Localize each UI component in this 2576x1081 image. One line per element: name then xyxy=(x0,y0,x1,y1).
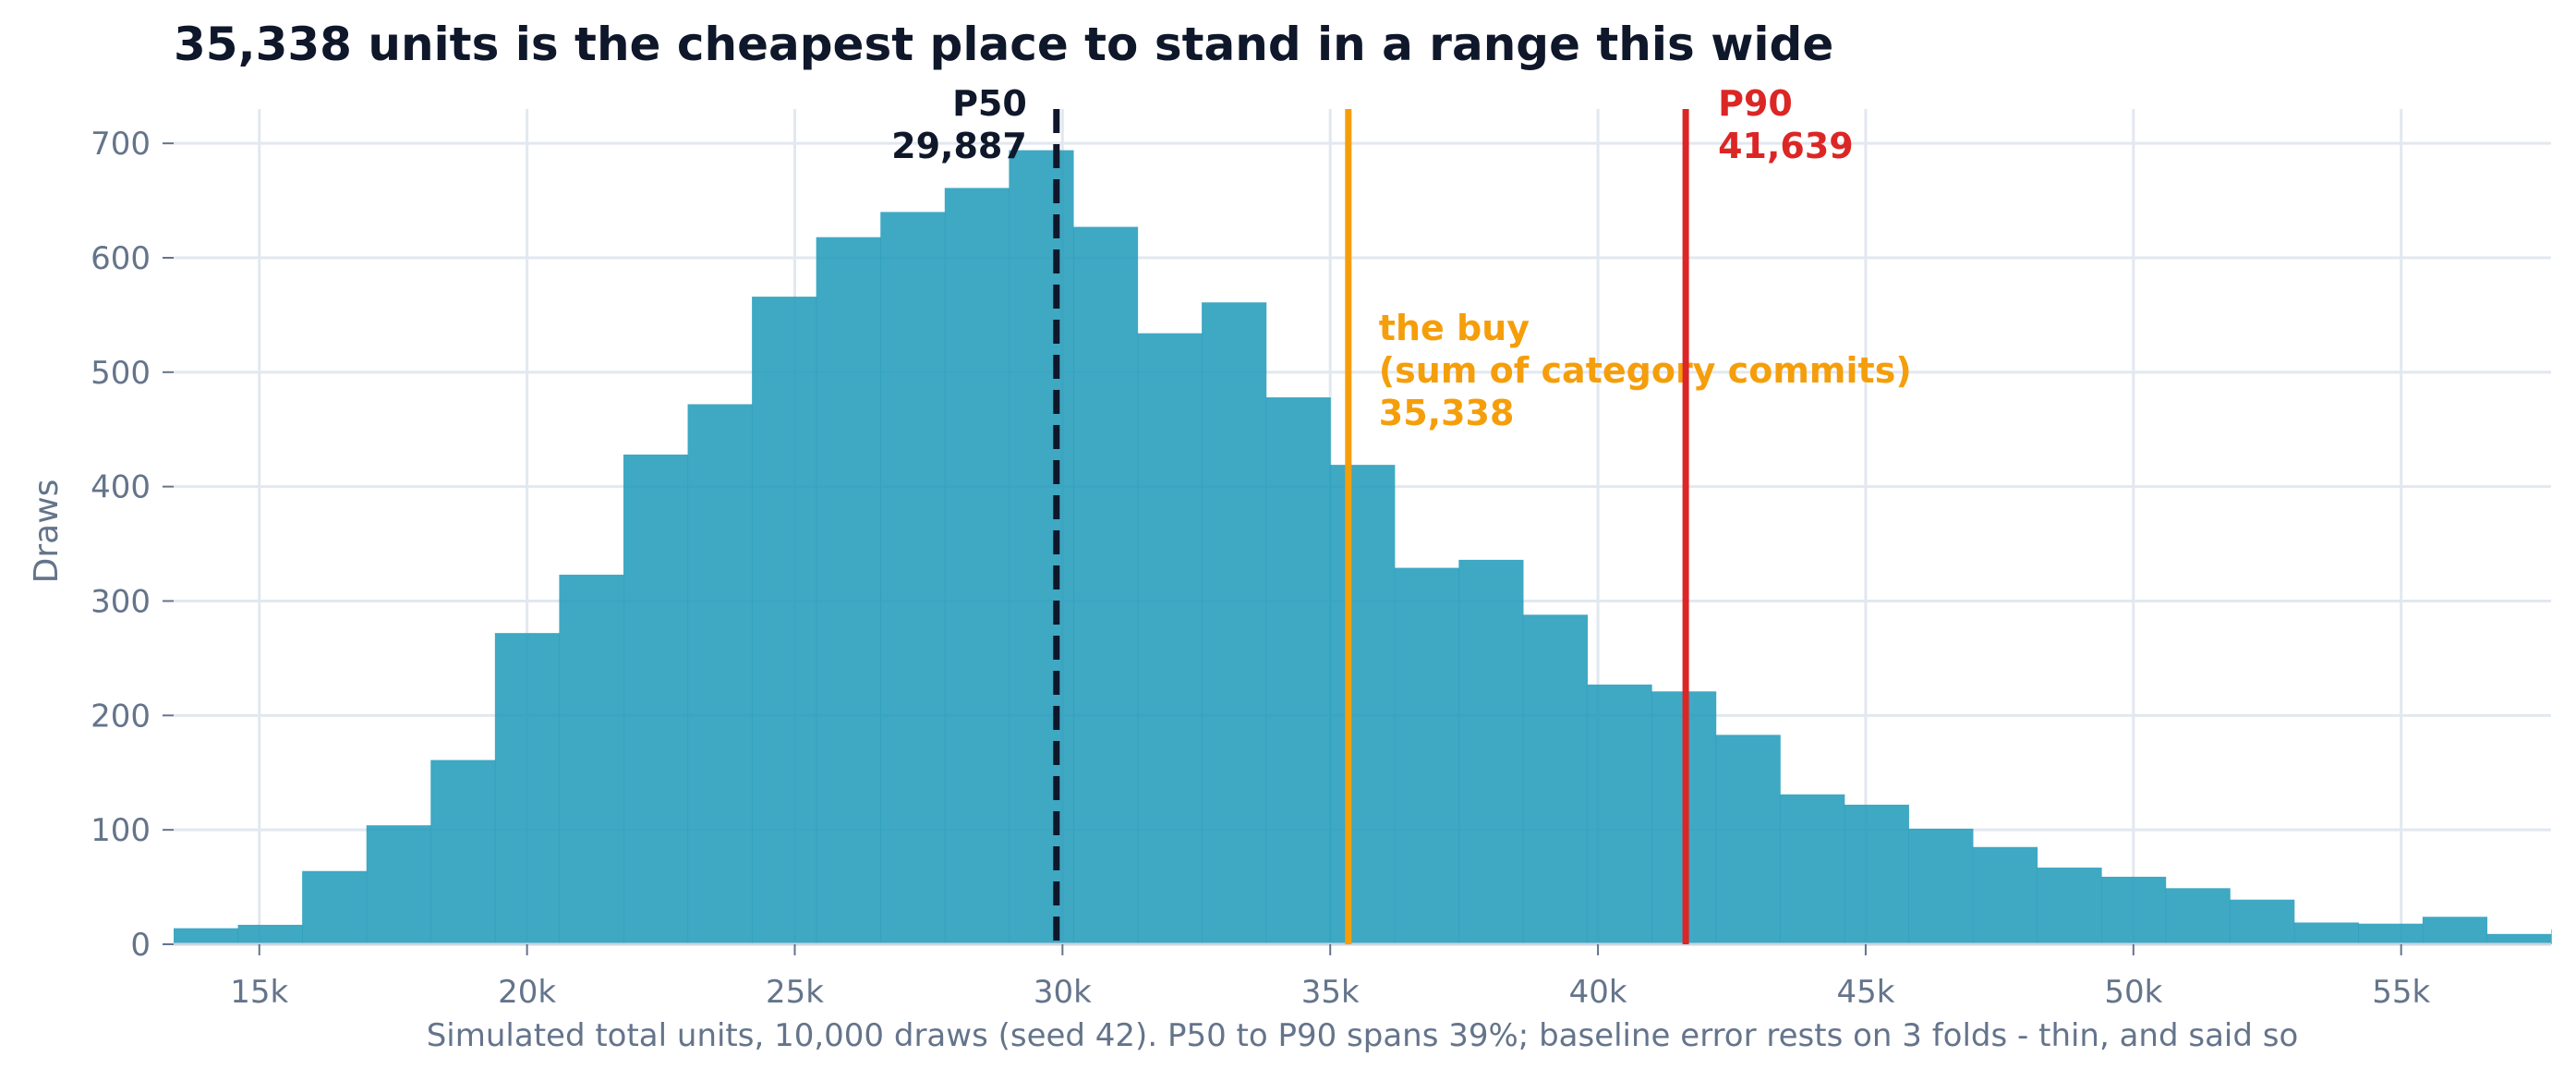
histogram-bar xyxy=(1908,828,1974,944)
histogram-bar xyxy=(752,297,817,944)
histogram-bar xyxy=(174,928,239,944)
y-tick-label: 200 xyxy=(91,698,151,735)
x-tick-label: 30k xyxy=(1034,974,1092,1011)
histogram-bar xyxy=(366,825,431,944)
histogram-bar xyxy=(1072,226,1139,945)
y-tick-label: 600 xyxy=(91,240,151,277)
x-axis-label: Simulated total units, 10,000 draws (see… xyxy=(427,1017,2299,1054)
x-tick-label: 45k xyxy=(1836,974,1894,1011)
histogram-bar xyxy=(1972,846,2038,944)
x-axis-ticks: 15k 20k 25k 30k 35k 40k 45k 50k 55k xyxy=(230,944,2430,1011)
histogram-bar xyxy=(1844,804,1909,944)
histogram-bar xyxy=(1780,794,1845,944)
buy-label-line-1: (sum of category commits) xyxy=(1379,350,1912,391)
p50-label-line-0: P50 xyxy=(952,83,1027,124)
histogram-bars xyxy=(174,150,2552,945)
histogram-bar xyxy=(2037,868,2102,944)
p50-label-line-1: 29,887 xyxy=(891,126,1027,166)
histogram-bar xyxy=(2165,888,2231,944)
histogram-bar xyxy=(1265,397,1331,944)
x-tick-label: 20k xyxy=(498,974,556,1011)
histogram-bar xyxy=(2293,922,2359,944)
y-tick-label: 500 xyxy=(91,355,151,392)
histogram-bar xyxy=(1394,567,1459,944)
histogram-bar xyxy=(430,759,496,944)
histogram-bar xyxy=(1715,735,1781,944)
histogram-bar xyxy=(2486,933,2552,944)
p90-label-line-0: P90 xyxy=(1718,83,1793,124)
histogram-bar xyxy=(2101,876,2167,944)
buy-label-line-2: 35,338 xyxy=(1379,393,1515,433)
histogram-bar xyxy=(687,404,753,945)
histogram-bar xyxy=(559,575,624,944)
y-tick-label: 300 xyxy=(91,583,151,620)
histogram-bar xyxy=(1330,465,1396,944)
histogram-bar xyxy=(2358,923,2424,944)
histogram-bar xyxy=(2230,899,2295,944)
histogram-bar xyxy=(237,924,303,944)
x-tick-label: 50k xyxy=(2104,974,2162,1011)
histogram-bar xyxy=(1137,333,1203,945)
histogram-bar xyxy=(623,454,689,945)
histogram-bar xyxy=(2422,917,2488,944)
x-tick-label: 25k xyxy=(766,974,824,1011)
histogram-bar xyxy=(816,237,881,944)
y-axis-ticks: 0 100 200 300 400 500 600 700 xyxy=(91,126,174,964)
histogram-bar xyxy=(2551,929,2552,944)
histogram-bar xyxy=(302,870,368,944)
histogram-bar xyxy=(1587,684,1652,944)
x-tick-label: 55k xyxy=(2372,974,2430,1011)
histogram-bar xyxy=(1202,302,1267,944)
x-tick-label: 15k xyxy=(230,974,288,1011)
buy-label-line-0: the buy xyxy=(1379,308,1530,348)
histogram-bar xyxy=(494,633,561,944)
y-axis-label: Draws xyxy=(28,480,66,584)
histogram-bar xyxy=(1522,614,1589,944)
histogram-bar xyxy=(880,212,946,945)
histogram-bar xyxy=(944,188,1010,944)
histogram-bar xyxy=(1458,559,1524,944)
y-tick-label: 700 xyxy=(91,126,151,163)
x-tick-label: 35k xyxy=(1301,974,1360,1011)
y-tick-label: 0 xyxy=(130,927,151,964)
histogram-bar xyxy=(1009,150,1074,945)
y-tick-label: 100 xyxy=(91,812,151,849)
y-tick-label: 400 xyxy=(91,469,151,506)
x-tick-label: 40k xyxy=(1569,974,1627,1011)
chart-title: 35,338 units is the cheapest place to st… xyxy=(174,18,1833,71)
p90-label-line-1: 41,639 xyxy=(1718,126,1854,166)
